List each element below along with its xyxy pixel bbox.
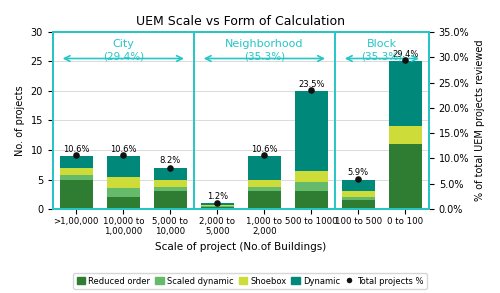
Point: [166, 165, 174, 170]
Text: 5.9%: 5.9%: [348, 168, 369, 177]
Point: [308, 88, 316, 93]
Point: [214, 201, 222, 205]
Bar: [389, 62, 422, 126]
Bar: [201, 207, 234, 209]
Bar: [389, 144, 422, 209]
Text: 10.6%: 10.6%: [251, 144, 278, 154]
Text: Block: Block: [367, 39, 397, 49]
Text: (35.3%): (35.3%): [362, 52, 403, 62]
Bar: [154, 191, 187, 209]
Bar: [107, 156, 140, 177]
Bar: [201, 206, 234, 207]
Bar: [342, 200, 375, 209]
Bar: [248, 187, 281, 191]
Bar: [154, 187, 187, 191]
Bar: [248, 180, 281, 187]
Text: 8.2%: 8.2%: [160, 156, 181, 165]
Text: 10.6%: 10.6%: [110, 144, 136, 154]
Bar: [60, 156, 92, 168]
Text: 1.2%: 1.2%: [207, 192, 228, 201]
Bar: [201, 203, 234, 205]
Bar: [107, 188, 140, 197]
X-axis label: Scale of project (No.of Buildings): Scale of project (No.of Buildings): [156, 242, 326, 252]
Text: 29.4%: 29.4%: [392, 50, 418, 59]
Text: City: City: [112, 39, 134, 49]
Bar: [154, 180, 187, 187]
Bar: [295, 91, 328, 171]
Title: UEM Scale vs Form of Calculation: UEM Scale vs Form of Calculation: [136, 15, 346, 28]
Y-axis label: No. of projects: No. of projects: [15, 85, 25, 156]
Bar: [248, 191, 281, 209]
Bar: [107, 197, 140, 209]
Point: [354, 177, 362, 182]
Bar: [342, 191, 375, 197]
Bar: [60, 168, 92, 175]
Bar: [201, 205, 234, 206]
Bar: [60, 180, 92, 209]
Point: [72, 153, 80, 158]
Bar: [248, 156, 281, 180]
Bar: [295, 183, 328, 191]
Text: (35.3%): (35.3%): [244, 52, 285, 62]
Bar: [154, 168, 187, 180]
Text: 23.5%: 23.5%: [298, 80, 324, 88]
Bar: [342, 197, 375, 200]
Bar: [295, 171, 328, 183]
Legend: Reduced order, Scaled dynamic, Shoebox, Dynamic, Total projects %: Reduced order, Scaled dynamic, Shoebox, …: [73, 273, 427, 289]
Bar: [389, 126, 422, 144]
Text: 10.6%: 10.6%: [63, 144, 90, 154]
Text: (29.4%): (29.4%): [103, 52, 144, 62]
Text: Neighborhood: Neighborhood: [225, 39, 304, 49]
Y-axis label: % of total UEM projects reviewed: % of total UEM projects reviewed: [475, 40, 485, 201]
Bar: [107, 177, 140, 188]
Bar: [60, 175, 92, 180]
Point: [120, 153, 128, 158]
Point: [402, 58, 409, 63]
Bar: [342, 180, 375, 191]
Bar: [295, 191, 328, 209]
Point: [260, 153, 268, 158]
